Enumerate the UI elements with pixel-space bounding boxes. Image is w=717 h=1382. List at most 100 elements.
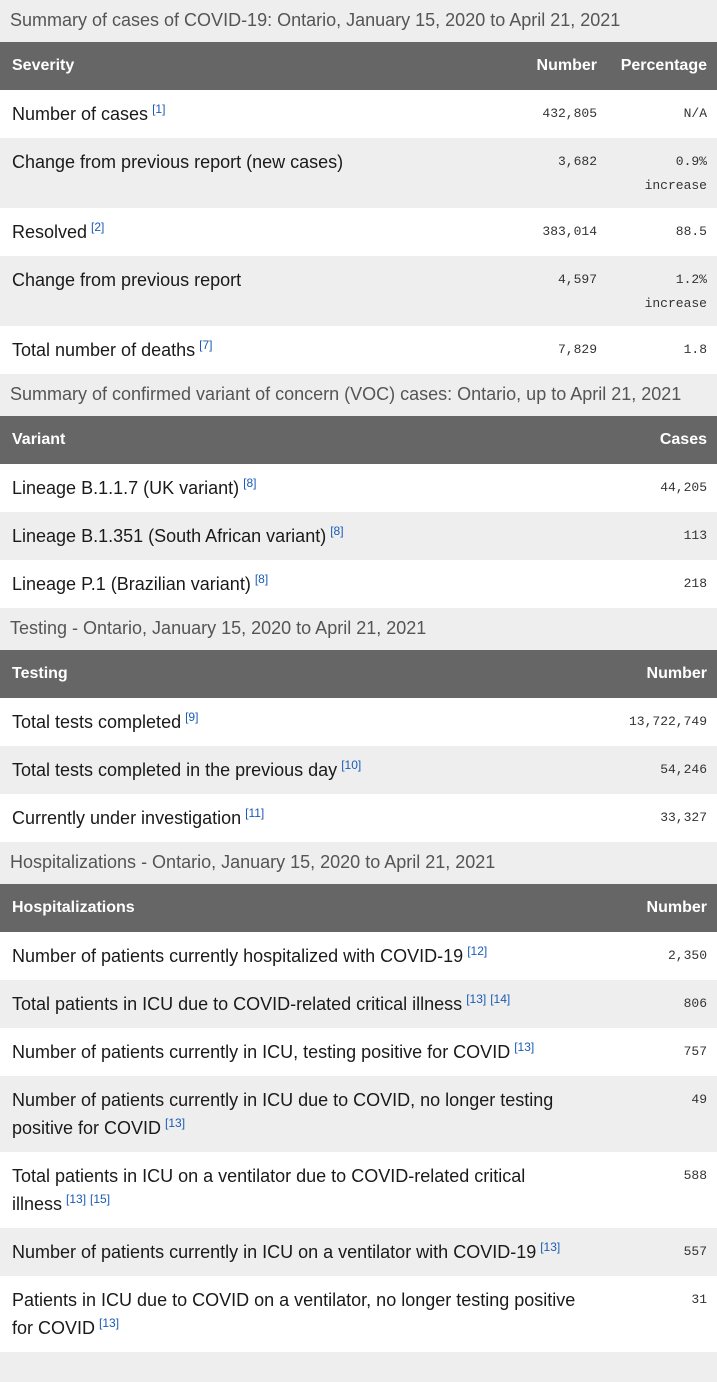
value-cell: 13,722,749: [597, 698, 717, 746]
column-header: Number: [502, 42, 607, 90]
column-header: Percentage: [607, 42, 717, 90]
table-caption: Testing - Ontario, January 15, 2020 to A…: [0, 608, 717, 650]
column-header: Severity: [0, 42, 502, 90]
table-caption: Summary of confirmed variant of concern …: [0, 374, 717, 416]
row-label: Total tests completed: [12, 712, 182, 732]
row-label-cell: Change from previous report: [0, 256, 502, 326]
value-cell: 7,829: [502, 326, 607, 374]
row-label: Total number of deaths: [12, 340, 196, 360]
table-row: Lineage B.1.1.7 (UK variant) [8] 44,205: [0, 464, 717, 512]
row-label-cell: Number of patients currently hospitalize…: [0, 932, 597, 980]
row-label: Number of patients currently in ICU due …: [12, 1090, 554, 1138]
footnote-ref: [12]: [467, 944, 488, 958]
row-label-cell: Patients in ICU due to COVID on a ventil…: [0, 1276, 597, 1352]
bottom-strip: [0, 1352, 717, 1356]
column-header: Hospitalizations: [0, 884, 597, 932]
header-row: Variant Cases: [0, 416, 717, 464]
value-cell: 757: [597, 1028, 717, 1076]
table-caption: Summary of cases of COVID-19: Ontario, J…: [0, 0, 717, 42]
value-cell: 432,805: [502, 90, 607, 138]
value-cell: 3,682: [502, 138, 607, 208]
table-row: Patients in ICU due to COVID on a ventil…: [0, 1276, 717, 1352]
footnote-ref: [14]: [490, 992, 511, 1006]
tables: Summary of cases of COVID-19: Ontario, J…: [0, 0, 717, 1352]
footnote-ref: [7]: [199, 338, 213, 352]
column-header: Testing: [0, 650, 597, 698]
value-cell: 113: [597, 512, 717, 560]
row-label: Number of patients currently in ICU, tes…: [12, 1042, 511, 1062]
value-cell: 31: [597, 1276, 717, 1352]
header-row: Hospitalizations Number: [0, 884, 717, 932]
table-row: Resolved [2] 383,014 88.5: [0, 208, 717, 256]
table-row: Total tests completed [9] 13,722,749: [0, 698, 717, 746]
data-table: Summary of confirmed variant of concern …: [0, 374, 717, 608]
table-row: Lineage B.1.351 (South African variant)[…: [0, 512, 717, 560]
footnote-ref: [13]: [514, 1040, 535, 1054]
footnote-ref: [13]: [99, 1316, 120, 1330]
table-row: Currently under investigation [11] 33,327: [0, 794, 717, 842]
value-cell: 588: [597, 1152, 717, 1228]
footnote-ref: [2]: [91, 220, 105, 234]
table-caption: Hospitalizations - Ontario, January 15, …: [0, 842, 717, 884]
data-table: Summary of cases of COVID-19: Ontario, J…: [0, 0, 717, 374]
row-label: Number of cases: [12, 104, 149, 124]
row-label-cell: Total number of deaths [7]: [0, 326, 502, 374]
row-label: Lineage B.1.1.7 (UK variant): [12, 478, 240, 498]
value-cell: 33,327: [597, 794, 717, 842]
footnote-ref: [11]: [245, 806, 265, 820]
row-label-cell: Number of patients currently in ICU on a…: [0, 1228, 597, 1276]
column-header: Variant: [0, 416, 597, 464]
table-row: Number of cases [1] 432,805 N/A: [0, 90, 717, 138]
table-row: Change from previous report (new cases) 3…: [0, 138, 717, 208]
row-label-cell: Resolved [2]: [0, 208, 502, 256]
row-label-cell: Lineage P.1 (Brazilian variant) [8]: [0, 560, 597, 608]
row-label: Change from previous report (new cases): [12, 152, 344, 172]
column-header: Number: [597, 650, 717, 698]
value-cell: 2,350: [597, 932, 717, 980]
row-label: Currently under investigation: [12, 808, 242, 828]
column-header: Number: [597, 884, 717, 932]
row-label-cell: Number of patients currently in ICU, tes…: [0, 1028, 597, 1076]
row-label-cell: Total tests completed [9]: [0, 698, 597, 746]
value-cell: 0.9% increase: [607, 138, 717, 208]
table-row: Number of patients currently in ICU due …: [0, 1076, 717, 1152]
value-cell: 806: [597, 980, 717, 1028]
footnote-ref: [1]: [152, 102, 166, 116]
row-label-cell: Number of patients currently in ICU due …: [0, 1076, 597, 1152]
row-label: Resolved: [12, 222, 88, 242]
data-table: Testing - Ontario, January 15, 2020 to A…: [0, 608, 717, 842]
value-cell: 44,205: [597, 464, 717, 512]
table-row: Number of patients currently hospitalize…: [0, 932, 717, 980]
header-row: Testing Number: [0, 650, 717, 698]
table-row: Total tests completed in the previous da…: [0, 746, 717, 794]
row-label-cell: Total patients in ICU due to COVID-relat…: [0, 980, 597, 1028]
row-label: Lineage B.1.351 (South African variant): [12, 526, 327, 546]
footnote-ref: [13]: [540, 1240, 561, 1254]
footnote-ref: [8]: [243, 476, 257, 490]
footnote-ref: [9]: [185, 710, 199, 724]
table-row: Total patients in ICU on a ventilator du…: [0, 1152, 717, 1228]
row-label: Total tests completed in the previous da…: [12, 760, 338, 780]
footnote-ref: [15]: [90, 1192, 111, 1206]
footnote-ref: [13]: [66, 1192, 87, 1206]
row-label: Total patients in ICU due to COVID-relat…: [12, 994, 463, 1014]
footnote-ref: [10]: [341, 758, 362, 772]
value-cell: 383,014: [502, 208, 607, 256]
table-row: Total patients in ICU due to COVID-relat…: [0, 980, 717, 1028]
value-cell: 1.2% increase: [607, 256, 717, 326]
row-label-cell: Lineage B.1.1.7 (UK variant) [8]: [0, 464, 597, 512]
value-cell: 557: [597, 1228, 717, 1276]
row-label-cell: Currently under investigation [11]: [0, 794, 597, 842]
row-label-cell: Number of cases [1]: [0, 90, 502, 138]
footnote-ref: [13]: [165, 1116, 186, 1130]
table-row: Change from previous report 4,597 1.2% inc…: [0, 256, 717, 326]
table-row: Lineage P.1 (Brazilian variant) [8] 218: [0, 560, 717, 608]
row-label: Total patients in ICU on a ventilator du…: [12, 1166, 526, 1214]
footnote-ref: [8]: [330, 524, 344, 538]
footnote-ref: [13]: [466, 992, 487, 1006]
table-row: Number of patients currently in ICU, tes…: [0, 1028, 717, 1076]
value-cell: 1.8: [607, 326, 717, 374]
value-cell: 49: [597, 1076, 717, 1152]
row-label-cell: Change from previous report (new cases): [0, 138, 502, 208]
